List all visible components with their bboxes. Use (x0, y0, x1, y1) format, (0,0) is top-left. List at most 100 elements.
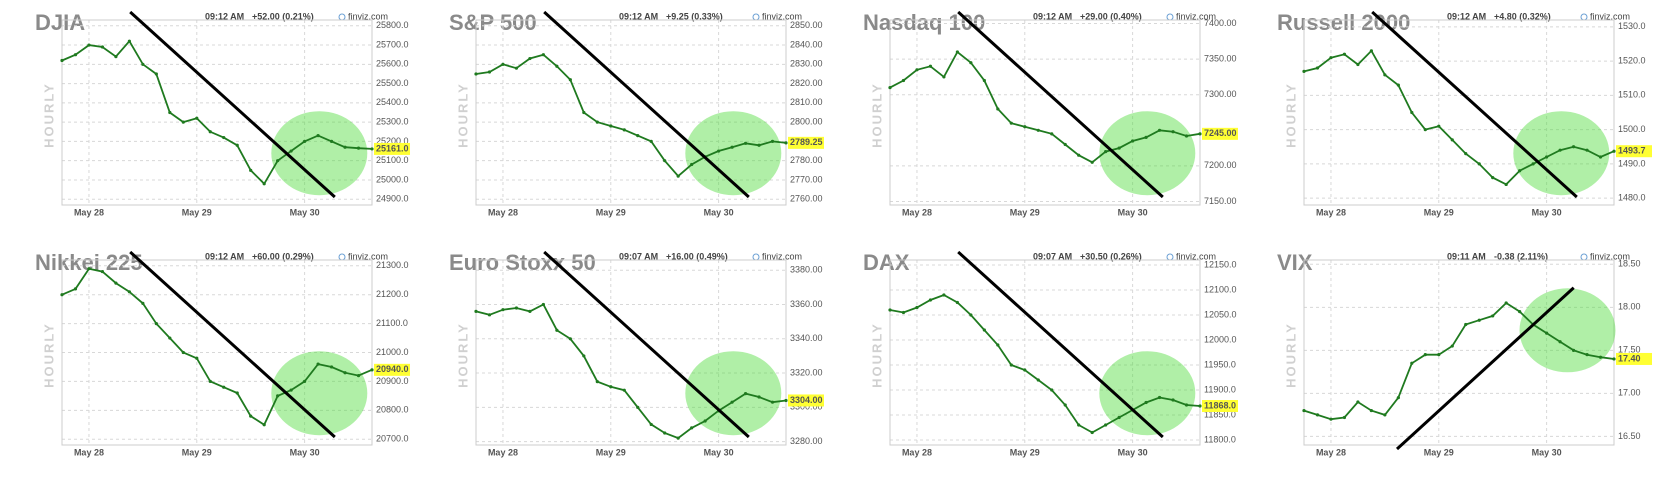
price-point (1050, 132, 1054, 136)
price-point (1117, 146, 1121, 150)
highlight-circle (685, 351, 782, 436)
index-panel: VIX 09:11 AM -0.38 (2.11%) finviz.com HOURLY… (1277, 250, 1652, 457)
price-point (514, 66, 519, 70)
source-link: finviz.com (762, 251, 802, 261)
trend-line (543, 250, 750, 439)
price-point (568, 337, 572, 341)
update-time: 09:12 AM (619, 11, 658, 21)
highlight-circle (685, 111, 782, 196)
price-point (141, 62, 145, 66)
last-value-label: 3304.00 (790, 395, 823, 405)
price-point (901, 78, 906, 83)
price-point (262, 182, 266, 186)
last-value-box (374, 142, 410, 155)
plot-frame (61, 19, 373, 206)
price-point (1598, 155, 1603, 159)
y-tick-label: 25700.0 (376, 39, 409, 49)
price-point (1342, 52, 1347, 56)
x-tick-label: May 30 (1118, 447, 1148, 457)
index-panel: Euro Stoxx 50 09:07 AM +16.00 (0.49%) finvi… (449, 250, 824, 457)
source-icon (752, 13, 760, 21)
y-tick-label: 2800.00 (790, 117, 823, 127)
y-tick-label: 11800.0 (1204, 434, 1236, 444)
y-tick-label: 17.00 (1618, 388, 1641, 398)
price-point (955, 50, 959, 54)
x-tick-label: May 29 (182, 207, 212, 217)
price-point (1491, 175, 1495, 180)
price-point (222, 135, 226, 140)
y-tick-label: 11900.0 (1204, 384, 1236, 394)
source-link: finviz.com (1176, 11, 1216, 21)
price-point (1464, 152, 1468, 156)
price-point (141, 301, 145, 305)
price-point (181, 120, 185, 124)
price-point (249, 414, 253, 418)
price-point (100, 269, 105, 274)
price-point (1356, 400, 1360, 404)
price-point (235, 143, 239, 147)
side-label: HOURLY (1283, 322, 1298, 388)
price-point (208, 130, 212, 134)
price-point (1383, 73, 1387, 77)
highlight-circle (1513, 111, 1610, 196)
y-tick-label: 21300.0 (376, 260, 409, 270)
price-point (1558, 340, 1562, 344)
price-point (235, 391, 239, 395)
y-tick-label: 2830.00 (790, 59, 823, 69)
price-point (1184, 403, 1189, 407)
y-tick-label: 18.50 (1618, 259, 1641, 269)
price-change: +4.80 (0.32%) (1494, 11, 1551, 21)
y-tick-label: 21100.0 (376, 318, 408, 328)
last-value-label: 7245.00 (1204, 128, 1237, 138)
price-point (1571, 348, 1576, 352)
x-tick-label: May 28 (1316, 447, 1346, 457)
price-line (889, 50, 1201, 164)
price-change: +30.50 (0.26%) (1080, 251, 1142, 261)
price-point (343, 145, 347, 149)
source-icon (752, 253, 760, 261)
y-tick-label: 25500.0 (376, 78, 409, 88)
plot-frame (475, 259, 787, 446)
panel-title: DAX (863, 250, 910, 275)
trend-line (129, 250, 336, 439)
price-point (1077, 423, 1081, 427)
y-tick-label: 25800.0 (376, 20, 409, 30)
price-point (195, 116, 199, 120)
side-label: HOURLY (869, 82, 884, 148)
price-point (1396, 83, 1400, 87)
price-point (1050, 388, 1054, 392)
price-point (1157, 395, 1162, 400)
price-point (289, 388, 293, 392)
price-point (888, 85, 892, 90)
price-point (942, 75, 946, 79)
price-point (1545, 155, 1549, 159)
price-point (676, 174, 680, 178)
price-point (636, 405, 640, 409)
price-point (1009, 121, 1013, 125)
source-icon (1580, 13, 1588, 21)
x-tick-label: May 30 (290, 447, 320, 457)
y-tick-label: 25200.0 (376, 136, 409, 146)
price-point (996, 107, 1000, 111)
price-point (996, 343, 1000, 347)
source-link: finviz.com (762, 11, 802, 21)
price-point (595, 120, 599, 124)
side-label: HOURLY (41, 322, 56, 388)
index-panel: DJIA 09:12 AM +52.00 (0.21%) finviz.com HOUR… (35, 10, 410, 217)
price-change: +9.25 (0.33%) (666, 11, 723, 21)
y-tick-label: 1530.0 (1618, 21, 1646, 31)
y-tick-label: 7200.00 (1204, 160, 1237, 170)
price-point (915, 305, 919, 310)
price-point (474, 72, 478, 76)
source-icon (338, 253, 346, 261)
price-change: +52.00 (0.21%) (252, 11, 314, 21)
price-point (955, 300, 959, 305)
update-time: 09:11 AM (1447, 251, 1486, 261)
price-point (1036, 378, 1040, 382)
price-point (690, 426, 694, 430)
price-change: +60.00 (0.29%) (252, 251, 314, 261)
price-point (276, 394, 280, 398)
price-point (1302, 408, 1306, 413)
price-point (1063, 403, 1067, 407)
